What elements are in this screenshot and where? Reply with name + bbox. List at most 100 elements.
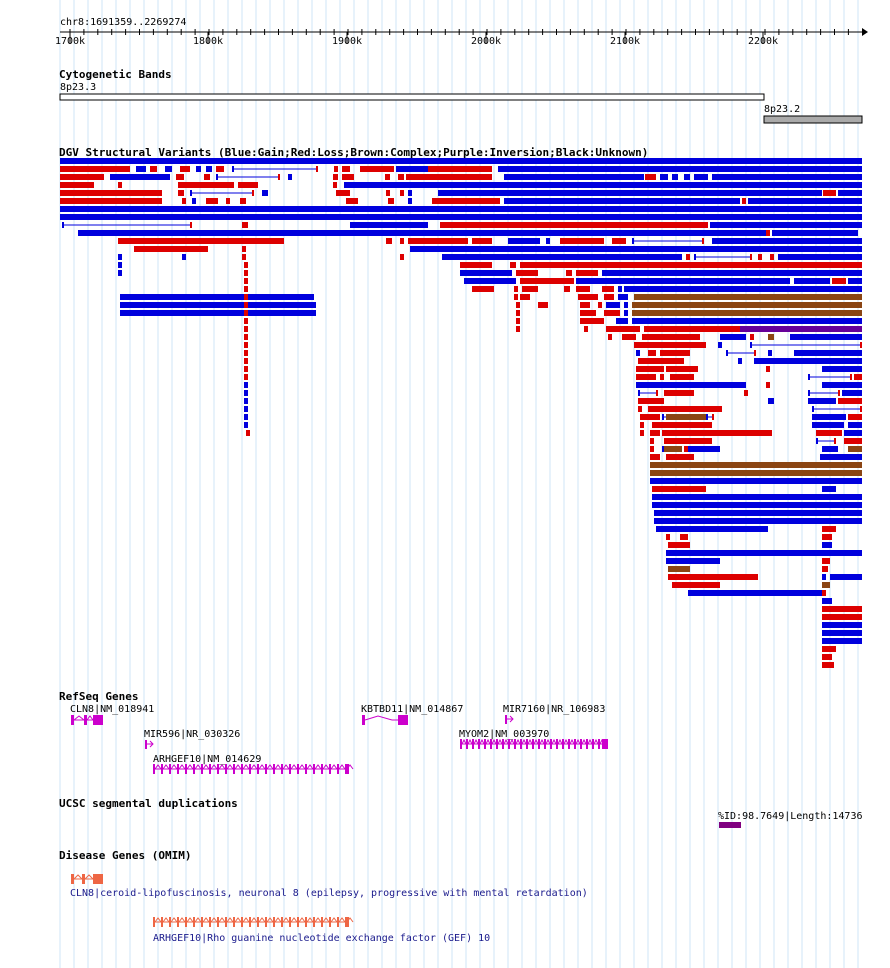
cytoband-track[interactable]: Cytogenetic Bands 8p23.3 8p23.2 bbox=[59, 68, 863, 124]
dgv-feature[interactable] bbox=[634, 294, 862, 300]
dgv-feature[interactable] bbox=[110, 174, 170, 180]
dgv-feature[interactable] bbox=[460, 262, 492, 268]
dgv-feature[interactable] bbox=[288, 174, 292, 180]
dgv-feature[interactable] bbox=[634, 342, 706, 348]
dgv-feature[interactable] bbox=[710, 222, 862, 228]
dgv-feature[interactable] bbox=[680, 534, 688, 540]
dgv-feature[interactable] bbox=[244, 414, 248, 420]
dgv-feature[interactable] bbox=[60, 214, 862, 220]
dgv-feature[interactable] bbox=[816, 438, 836, 444]
gene-cln8[interactable] bbox=[71, 715, 103, 725]
dgv-feature[interactable] bbox=[812, 422, 844, 428]
dgv-feature-list[interactable] bbox=[60, 158, 862, 668]
dgv-feature[interactable] bbox=[244, 286, 248, 292]
dgv-feature[interactable] bbox=[516, 270, 538, 276]
dgv-feature[interactable] bbox=[694, 174, 708, 180]
dgv-feature[interactable] bbox=[134, 246, 208, 252]
dgv-feature[interactable] bbox=[688, 446, 720, 452]
dgv-feature[interactable] bbox=[844, 438, 862, 444]
dgv-feature[interactable] bbox=[822, 558, 830, 564]
dgv-feature[interactable] bbox=[672, 174, 678, 180]
dgv-feature[interactable] bbox=[244, 278, 248, 284]
dgv-feature[interactable] bbox=[440, 222, 708, 228]
dgv-feature[interactable] bbox=[830, 574, 862, 580]
dgv-feature[interactable] bbox=[580, 318, 604, 324]
dgv-feature[interactable] bbox=[516, 318, 520, 324]
dgv-feature[interactable] bbox=[342, 166, 350, 172]
dgv-feature[interactable] bbox=[808, 398, 836, 404]
dgv-feature[interactable] bbox=[686, 254, 690, 260]
dgv-feature[interactable] bbox=[650, 430, 660, 436]
dgv-feature[interactable] bbox=[60, 166, 130, 172]
dgv-feature[interactable] bbox=[672, 582, 720, 588]
dgv-feature[interactable] bbox=[822, 582, 830, 588]
dgv-feature[interactable] bbox=[180, 166, 190, 172]
dgv-feature[interactable] bbox=[386, 238, 392, 244]
dgv-feature[interactable] bbox=[822, 614, 862, 620]
dgv-feature[interactable] bbox=[564, 286, 570, 292]
dgv-feature[interactable] bbox=[642, 334, 700, 340]
dgv-feature[interactable] bbox=[508, 238, 540, 244]
dgv-feature[interactable] bbox=[654, 510, 862, 516]
dgv-feature[interactable] bbox=[652, 502, 862, 508]
dgv-feature[interactable] bbox=[648, 350, 656, 356]
dgv-feature[interactable] bbox=[638, 406, 642, 412]
dgv-feature[interactable] bbox=[204, 174, 210, 180]
dgv-feature[interactable] bbox=[766, 230, 770, 236]
dgv-feature[interactable] bbox=[854, 374, 862, 380]
dgv-feature[interactable] bbox=[766, 366, 770, 372]
dgv-feature[interactable] bbox=[120, 294, 314, 300]
dgv-feature[interactable] bbox=[632, 318, 862, 324]
dgv-feature[interactable] bbox=[740, 326, 862, 332]
dgv-feature[interactable] bbox=[822, 446, 838, 452]
dgv-feature[interactable] bbox=[750, 334, 754, 340]
dgv-feature[interactable] bbox=[766, 382, 770, 388]
dgv-feature[interactable] bbox=[216, 174, 280, 180]
dgv-feature[interactable] bbox=[812, 414, 846, 420]
dgv-feature[interactable] bbox=[636, 382, 746, 388]
dgv-feature[interactable] bbox=[823, 190, 836, 196]
dgv-feature[interactable] bbox=[244, 398, 248, 404]
dgv-feature[interactable] bbox=[656, 526, 768, 532]
dgv-feature[interactable] bbox=[464, 278, 516, 284]
dgv-feature[interactable] bbox=[244, 422, 248, 428]
dgv-feature[interactable] bbox=[566, 270, 572, 276]
dgv-feature[interactable] bbox=[768, 350, 772, 356]
dgv-feature[interactable] bbox=[720, 334, 746, 340]
dgv-feature[interactable] bbox=[822, 382, 862, 388]
dgv-feature[interactable] bbox=[206, 198, 218, 204]
dgv-feature[interactable] bbox=[60, 190, 162, 196]
dgv-feature[interactable] bbox=[712, 238, 862, 244]
dgv-track[interactable]: DGV Structural Variants (Blue:Gain;Red:L… bbox=[59, 146, 862, 668]
dgv-feature[interactable] bbox=[664, 438, 712, 444]
dgv-feature[interactable] bbox=[666, 414, 706, 420]
dgv-feature[interactable] bbox=[410, 246, 862, 252]
dgv-feature[interactable] bbox=[244, 390, 248, 396]
dgv-feature[interactable] bbox=[666, 558, 720, 564]
dgv-feature[interactable] bbox=[244, 302, 248, 308]
dgv-feature[interactable] bbox=[652, 494, 862, 500]
dgv-feature[interactable] bbox=[616, 318, 628, 324]
dgv-feature[interactable] bbox=[598, 302, 602, 308]
dgv-feature[interactable] bbox=[62, 222, 192, 228]
dgv-feature[interactable] bbox=[822, 542, 832, 548]
dgv-feature[interactable] bbox=[820, 454, 862, 460]
dgv-feature[interactable] bbox=[640, 422, 644, 428]
dgv-feature[interactable] bbox=[118, 182, 122, 188]
dgv-feature[interactable] bbox=[578, 294, 598, 300]
dgv-feature[interactable] bbox=[514, 286, 518, 292]
dgv-feature[interactable] bbox=[808, 390, 840, 396]
dgv-feature[interactable] bbox=[668, 566, 690, 572]
dgv-feature[interactable] bbox=[624, 286, 862, 292]
dgv-feature[interactable] bbox=[182, 254, 186, 260]
dgv-feature[interactable] bbox=[842, 390, 862, 396]
dgv-feature[interactable] bbox=[640, 414, 660, 420]
dgv-feature[interactable] bbox=[636, 374, 656, 380]
dgv-feature[interactable] bbox=[60, 174, 104, 180]
dgv-feature[interactable] bbox=[848, 446, 862, 452]
dgv-feature[interactable] bbox=[822, 534, 832, 540]
dgv-feature[interactable] bbox=[400, 190, 404, 196]
dgv-feature[interactable] bbox=[244, 318, 248, 324]
dgv-feature[interactable] bbox=[632, 302, 862, 308]
